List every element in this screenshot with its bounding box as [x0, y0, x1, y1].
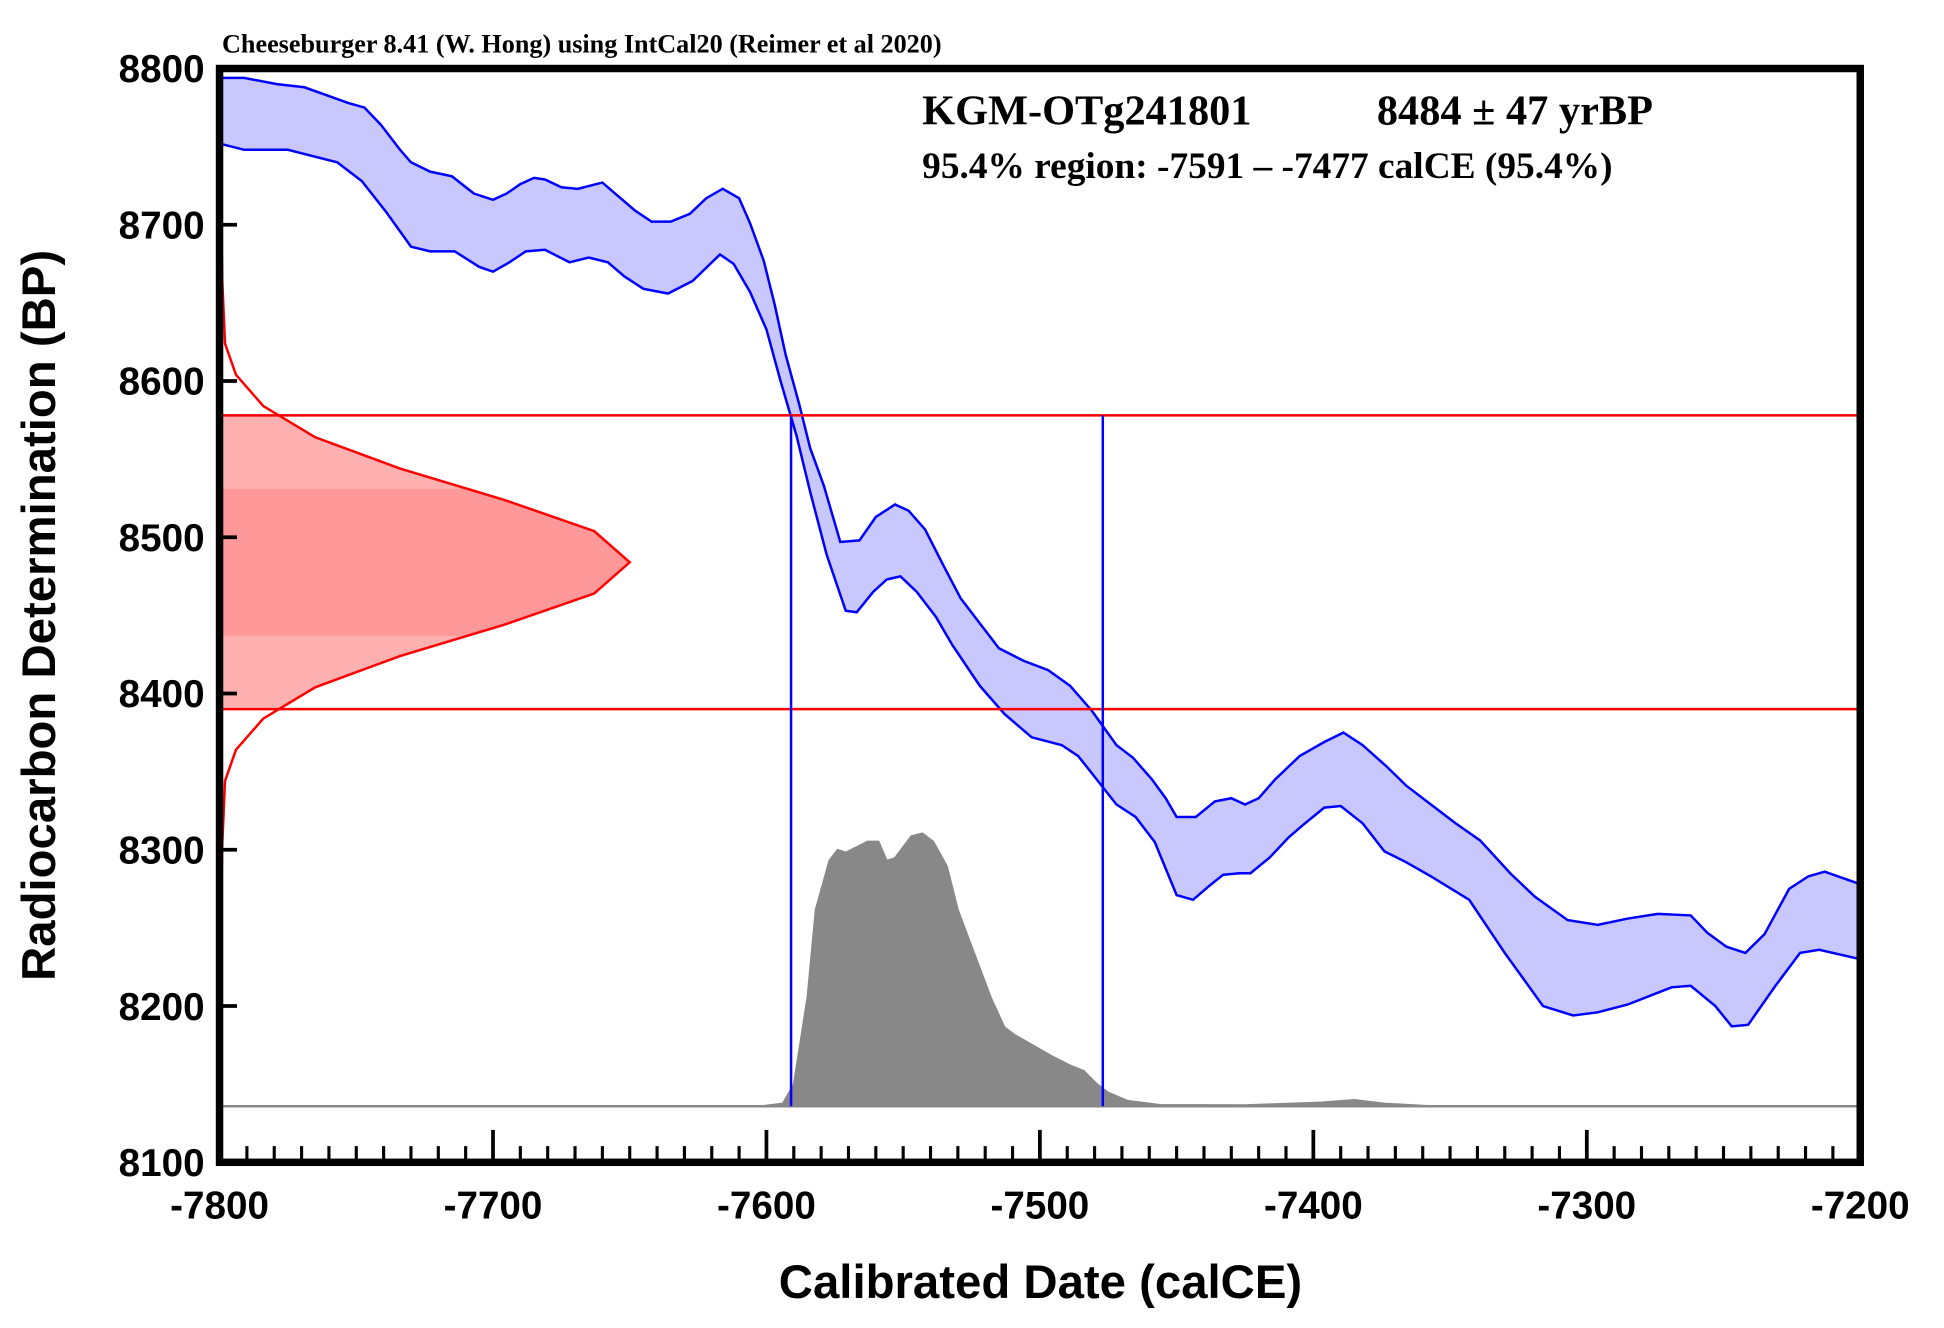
y-tick-label: 8100 [119, 1142, 205, 1185]
measurement: 8484 ± 47 yrBP [1377, 88, 1653, 135]
y-tick-label: 8600 [119, 361, 205, 404]
y-tick-label: 8500 [119, 517, 205, 560]
region: 95.4% region: -7591 – -7477 calCE (95.4%… [922, 146, 1612, 187]
sample-name: KGM-OTg241801 [922, 88, 1251, 135]
x-axis-title: Calibrated Date (calCE) [779, 1256, 1302, 1309]
x-tick-label: -7800 [170, 1184, 269, 1227]
likelihood-line [218, 124, 632, 1000]
y-tick-label: 8400 [119, 673, 205, 716]
y-tick-label: 8300 [119, 830, 205, 873]
chart-title: Cheeseburger 8.41 (W. Hong) using IntCal… [222, 29, 942, 58]
y-tick-label: 8200 [119, 986, 205, 1029]
curve-upper [219, 76, 1861, 955]
x-tick-label: -7400 [1264, 1184, 1363, 1227]
curve-band [219, 77, 1861, 1027]
x-tick-label: -7600 [717, 1184, 816, 1227]
y-tick-label: 8800 [119, 48, 205, 91]
y-axis-title: Radiocarbon Determination (BP) [13, 250, 66, 981]
x-tick-label: -7200 [1811, 1184, 1910, 1227]
curve-lower [219, 142, 1861, 1028]
x-tick-label: -7300 [1537, 1184, 1636, 1227]
y-tick-label: 8700 [119, 204, 205, 247]
likelihood-inner [219, 488, 630, 636]
x-tick-label: -7700 [444, 1184, 543, 1227]
x-tick-label: -7500 [991, 1184, 1090, 1227]
